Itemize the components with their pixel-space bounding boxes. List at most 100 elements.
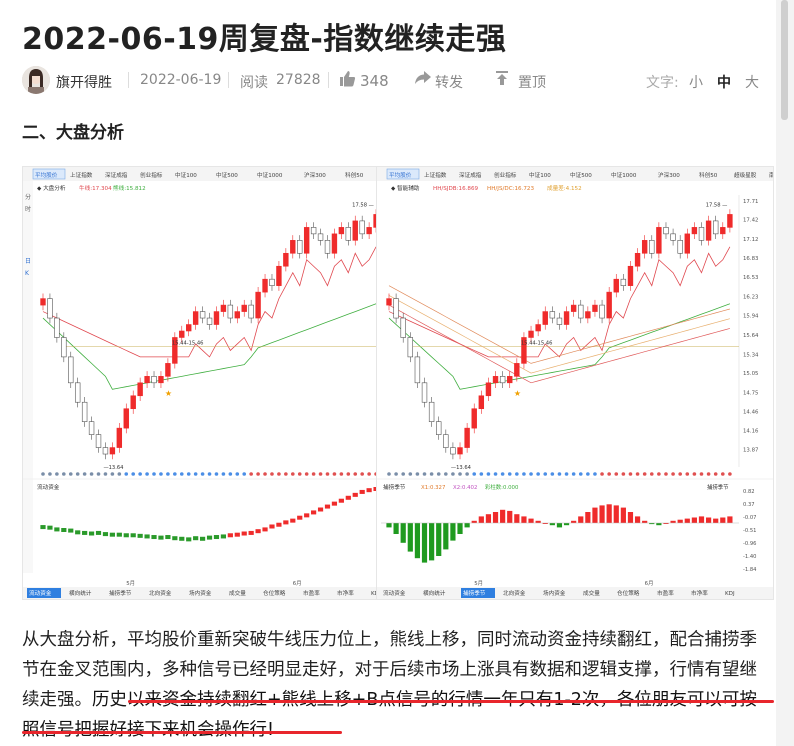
fish-bar <box>443 523 449 550</box>
chart-legend-b: HH/JS/DC:16.723 <box>487 186 534 192</box>
signal-dot <box>635 472 640 476</box>
flow-bar <box>158 535 164 540</box>
signal-dot <box>436 472 441 476</box>
author-name[interactable]: 旗开得胜 <box>56 75 112 91</box>
signal-dot <box>451 472 455 476</box>
candle-body <box>670 233 676 241</box>
flow-bar <box>68 528 74 533</box>
candle-body <box>54 317 60 338</box>
signal-dot <box>145 472 149 476</box>
candle-body <box>535 324 541 332</box>
bottom-tab-label: 北向资金 <box>149 589 172 597</box>
signal-dot <box>110 472 115 476</box>
chart-tab-label: 创业指标 <box>140 171 163 179</box>
fish-bar <box>705 517 712 523</box>
thumbs-up-icon[interactable] <box>338 69 356 91</box>
candle-body <box>297 240 303 254</box>
font-medium-button[interactable]: 中 <box>717 75 731 91</box>
signal-dot <box>346 472 351 476</box>
flow-bar <box>123 533 129 538</box>
signal-dot <box>186 472 191 476</box>
share-icon[interactable] <box>414 70 432 90</box>
fish-bar <box>521 516 527 523</box>
flow-bar <box>359 489 365 494</box>
share-button[interactable]: 转发 <box>435 75 463 91</box>
bottom-tabbar <box>23 587 419 599</box>
flow-bar <box>165 535 171 540</box>
candle-body <box>393 298 399 319</box>
candle-body <box>172 337 178 364</box>
chart-tab-label: 创业指标 <box>494 171 517 179</box>
pin-top-button[interactable]: 置顶 <box>518 75 546 91</box>
fish-bar <box>528 518 534 523</box>
fish-bar <box>514 514 520 523</box>
candle-body <box>88 421 95 435</box>
flow-bar <box>366 488 372 493</box>
candle-body <box>585 311 591 319</box>
signal-dot <box>325 472 330 476</box>
price-tick-label: 13.87 <box>743 448 758 454</box>
sub-tick-label: -1.40 <box>743 554 756 560</box>
chart-legend-b: 熊线:15.812 <box>113 184 146 192</box>
month-label: 5月 <box>474 580 483 587</box>
candle-body <box>563 311 570 325</box>
candle-body <box>649 240 655 254</box>
chart-tab-label: 中证100 <box>175 171 197 179</box>
fish-bar <box>613 505 619 523</box>
chart-legend-name: ◆ 大盘分析 <box>37 184 66 192</box>
chart-tab-label: 深证成指 <box>459 171 482 179</box>
price-tick-label: 15.34 <box>743 352 759 358</box>
signal-dot <box>96 472 101 476</box>
fish-bar <box>620 507 626 523</box>
signal-dot <box>367 472 371 476</box>
chart-tab-label: 沪深300 <box>304 171 326 179</box>
candle-body <box>345 227 352 241</box>
candle-body <box>179 330 185 338</box>
signal-dot <box>649 472 654 476</box>
fish-bar <box>649 523 655 525</box>
flow-bar <box>352 492 358 497</box>
fish-bar <box>407 523 413 552</box>
candle-body <box>234 311 240 319</box>
ma-line <box>388 285 730 364</box>
month-label: 5月 <box>126 580 135 587</box>
author-avatar[interactable] <box>22 66 50 94</box>
bottom-tab-label: 成交量 <box>583 589 600 597</box>
signal-dot <box>578 472 583 476</box>
fish-bar <box>542 523 548 524</box>
candle-body <box>677 240 683 254</box>
candle-body <box>712 220 719 235</box>
candle-body <box>549 311 556 319</box>
page-scrollbar[interactable] <box>776 0 794 746</box>
signal-dot <box>621 472 626 476</box>
font-small-button[interactable]: 小 <box>689 75 703 91</box>
candle-body <box>366 227 372 235</box>
flow-bar <box>220 534 227 539</box>
candle-body <box>109 447 116 455</box>
flow-bar <box>75 530 81 535</box>
signal-dot <box>713 472 718 476</box>
signal-dot <box>297 472 302 476</box>
flow-bar <box>54 527 60 532</box>
candle-body <box>276 265 282 286</box>
font-large-button[interactable]: 大 <box>745 75 759 91</box>
scrollbar-thumb[interactable] <box>781 0 788 120</box>
signal-dot <box>586 472 590 476</box>
candle-body <box>528 330 534 338</box>
signal-dot <box>256 472 260 476</box>
sub-panel-name: 捕捞季节 <box>383 483 406 491</box>
candle-body <box>213 311 220 325</box>
chart-tab-active <box>32 168 66 180</box>
bottom-tab-label: 市盈率 <box>303 589 320 597</box>
price-tick-label: 17.42 <box>743 218 758 224</box>
signal-dot <box>720 472 725 476</box>
pin-top-icon[interactable] <box>494 70 510 90</box>
b-signal-star: ★ <box>165 389 172 398</box>
signal-dot <box>607 472 611 476</box>
fish-bar <box>393 523 399 534</box>
signal-dot <box>429 472 434 476</box>
bottom-tab-label: KDJ <box>725 591 735 597</box>
candle-body <box>634 252 641 267</box>
candle-body <box>507 376 513 384</box>
candle-body <box>407 337 414 358</box>
